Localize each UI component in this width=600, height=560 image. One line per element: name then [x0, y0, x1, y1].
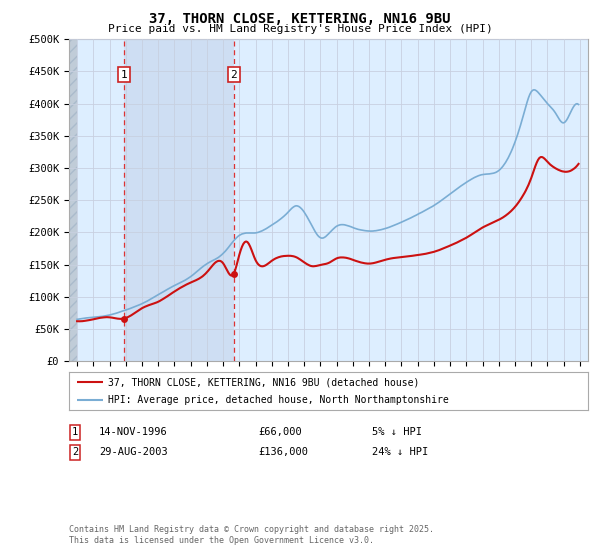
Text: £66,000: £66,000: [258, 427, 302, 437]
Text: 1: 1: [72, 427, 78, 437]
Text: 5% ↓ HPI: 5% ↓ HPI: [372, 427, 422, 437]
Text: 2: 2: [72, 447, 78, 458]
Bar: [124, 39, 234, 361]
Text: 14-NOV-1996: 14-NOV-1996: [99, 427, 168, 437]
Text: Price paid vs. HM Land Registry's House Price Index (HPI): Price paid vs. HM Land Registry's House …: [107, 24, 493, 34]
Text: 29-AUG-2003: 29-AUG-2003: [99, 447, 168, 458]
Text: HPI: Average price, detached house, North Northamptonshire: HPI: Average price, detached house, Nort…: [108, 395, 449, 405]
Text: Contains HM Land Registry data © Crown copyright and database right 2025.
This d: Contains HM Land Registry data © Crown c…: [69, 525, 434, 545]
Text: 37, THORN CLOSE, KETTERING, NN16 9BU (detached house): 37, THORN CLOSE, KETTERING, NN16 9BU (de…: [108, 377, 419, 387]
Text: £136,000: £136,000: [258, 447, 308, 458]
Bar: [69, 39, 77, 361]
Text: 2: 2: [230, 69, 237, 80]
Text: 1: 1: [120, 69, 127, 80]
Text: 37, THORN CLOSE, KETTERING, NN16 9BU: 37, THORN CLOSE, KETTERING, NN16 9BU: [149, 12, 451, 26]
Text: 24% ↓ HPI: 24% ↓ HPI: [372, 447, 428, 458]
